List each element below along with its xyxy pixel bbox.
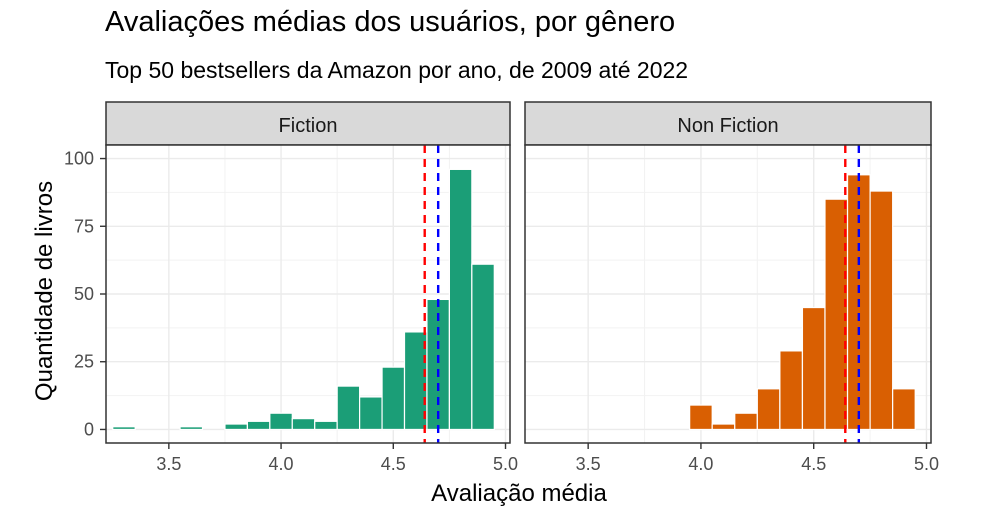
- histogram-bar: [869, 190, 894, 431]
- panel-non-fiction: Non Fiction 3.5 4.0 4.5 5.0: [524, 101, 939, 474]
- chart-title: Avaliações médias dos usuários, por gêne…: [105, 6, 676, 38]
- histogram-bar: [269, 412, 293, 431]
- x-axis-fiction: 3.5 4.0 4.5 5.0: [156, 443, 518, 474]
- x-tick-label: 3.5: [576, 454, 601, 474]
- reference-lines-fiction: [423, 145, 440, 443]
- grid-fiction: [106, 145, 510, 443]
- x-tick-label: 4.0: [269, 454, 294, 474]
- y-tick-label: 25: [74, 352, 94, 372]
- y-tick-label: 50: [74, 284, 94, 304]
- histogram-bar: [779, 350, 804, 431]
- x-tick-label: 4.5: [381, 454, 406, 474]
- histogram-bar: [448, 168, 473, 431]
- histogram-bar: [689, 404, 713, 431]
- strip-non-fiction: [524, 101, 932, 146]
- y-tick-label: 0: [84, 419, 94, 439]
- reference-lines-non-fiction: [844, 145, 861, 443]
- histogram-bar: [224, 423, 248, 431]
- histogram-bar: [112, 426, 136, 431]
- bars-fiction: [112, 168, 495, 431]
- histogram-bar: [291, 418, 316, 431]
- y-axis: 0 25 50 75 100: [64, 149, 106, 439]
- x-axis-label: Avaliação média: [431, 480, 607, 507]
- histogram-bar: [381, 366, 406, 431]
- chart-subtitle: Top 50 bestsellers da Amazon por ano, de…: [105, 57, 689, 83]
- histogram-bar: [246, 420, 271, 431]
- y-tick-label: 100: [64, 149, 94, 169]
- x-tick-label: 5.0: [493, 454, 518, 474]
- histogram-bar: [711, 423, 736, 431]
- histogram-bar: [336, 385, 361, 431]
- x-tick-label: 4.0: [688, 454, 713, 474]
- x-tick-label: 4.5: [801, 454, 826, 474]
- histogram-bar: [314, 420, 338, 431]
- strip-label-non-fiction: Non Fiction: [677, 115, 778, 137]
- histogram-bar: [801, 306, 826, 431]
- histogram-bar: [892, 388, 916, 431]
- x-tick-label: 5.0: [914, 454, 939, 474]
- histogram-bar: [471, 263, 495, 431]
- y-tick-label: 75: [74, 216, 94, 236]
- panel-fiction: Fiction 3.5 4.0 4.5 5.0: [105, 101, 518, 474]
- x-tick-label: 3.5: [156, 454, 181, 474]
- plot-border-non-fiction: [524, 144, 932, 444]
- histogram-bar: [734, 412, 758, 431]
- histogram-bar: [756, 388, 781, 431]
- histogram-bar: [359, 396, 383, 431]
- histogram-bar: [179, 426, 204, 431]
- strip-label-fiction: Fiction: [279, 115, 338, 137]
- x-axis-non-fiction: 3.5 4.0 4.5 5.0: [576, 443, 939, 474]
- y-axis-label: Quantidade de livros: [31, 180, 58, 402]
